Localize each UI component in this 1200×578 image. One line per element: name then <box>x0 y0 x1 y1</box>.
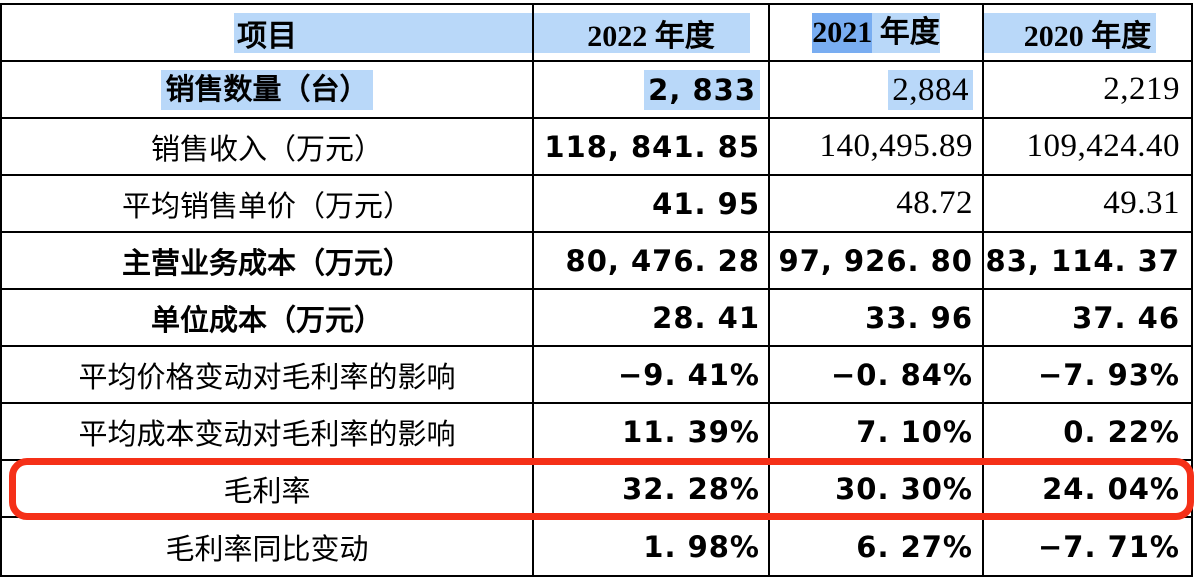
header-2021-suffix: 年度 <box>872 12 940 53</box>
row-label-cell-gross-margin: 毛利率 <box>2 461 534 518</box>
header-item-cell: 项目 <box>2 5 534 62</box>
row-label-cell: 销售数量（台） <box>2 62 534 119</box>
cell-value: 48.72 <box>896 185 973 221</box>
row-label: 平均价格变动对毛利率的影响 <box>78 361 456 394</box>
row-label-cell: 平均成本变动对毛利率的影响 <box>2 404 534 461</box>
row-label: 平均成本变动对毛利率的影响 <box>78 418 456 451</box>
cell-value: 24. 04% <box>1042 471 1180 506</box>
header-2022-label: 2022 年度 <box>587 19 715 53</box>
cell-value: 6. 27% <box>856 529 973 564</box>
cell-value: 1. 98% <box>643 529 760 564</box>
header-2021-cell: 2021 年度 <box>770 5 984 62</box>
table-cell: −9. 41% <box>534 347 770 404</box>
row-label: 毛利率 <box>223 475 311 508</box>
header-2022-cell: 2022 年度 <box>534 5 770 62</box>
financial-table: 项目 2022 年度 2021 年度 2020 年度 销售数量（台） 2, 83… <box>0 3 1193 577</box>
row-label-cell: 毛利率同比变动 <box>2 518 534 575</box>
row-label-cell: 平均价格变动对毛利率的影响 <box>2 347 534 404</box>
cell-value: 28. 41 <box>652 300 760 335</box>
table-cell: −7. 71% <box>984 518 1191 575</box>
row-label-cell: 销售收入（万元） <box>2 119 534 176</box>
selection-highlight: 2,884 <box>888 69 973 110</box>
cell-value: 80, 476. 28 <box>565 243 760 278</box>
table-cell: 83, 114. 37 <box>984 233 1191 290</box>
table-cell: 6. 27% <box>770 518 984 575</box>
cell-value: −7. 71% <box>1037 529 1180 564</box>
cell-value: 49.31 <box>1103 185 1180 221</box>
table-cell: 30. 30% <box>770 461 984 518</box>
cell-value: 109,424.40 <box>1026 128 1180 164</box>
table-cell: 49.31 <box>984 176 1191 233</box>
cell-value: −0. 84% <box>830 357 973 392</box>
table-cell: −7. 93% <box>984 347 1191 404</box>
row-label: 平均销售单价（万元） <box>121 190 412 223</box>
cell-value: 7. 10% <box>856 414 973 449</box>
table-cell: 2,219 <box>984 62 1191 119</box>
table-cell: −0. 84% <box>770 347 984 404</box>
table-cell: 33. 96 <box>770 290 984 347</box>
cell-value: 33. 96 <box>865 300 973 335</box>
cell-value: 140,495.89 <box>819 128 973 164</box>
table-cell: 11. 39% <box>534 404 770 461</box>
cell-value: 97, 926. 80 <box>778 243 973 278</box>
row-label: 单位成本（万元） <box>150 304 383 337</box>
selection-highlight <box>234 12 532 53</box>
table-cell: 97, 926. 80 <box>770 233 984 290</box>
cell-value: 118, 841. 85 <box>544 129 760 164</box>
row-label-cell: 平均销售单价（万元） <box>2 176 534 233</box>
cell-value: 11. 39% <box>622 414 760 449</box>
table-cell: 2, 833 <box>534 62 770 119</box>
selection-highlight <box>984 12 1156 53</box>
row-label: 主营业务成本（万元） <box>121 247 412 280</box>
table-cell: 80, 476. 28 <box>534 233 770 290</box>
header-2021-year: 2021 <box>812 12 873 53</box>
cell-value: 83, 114. 37 <box>985 243 1180 278</box>
cell-value: 37. 46 <box>1072 300 1180 335</box>
row-label-cell: 主营业务成本（万元） <box>2 233 534 290</box>
cell-value: 30. 30% <box>835 471 973 506</box>
row-label: 毛利率同比变动 <box>165 533 369 566</box>
table-cell: 1. 98% <box>534 518 770 575</box>
cell-value: 0. 22% <box>1063 414 1180 449</box>
cell-value: −9. 41% <box>617 357 760 392</box>
header-2020-label: 2020 年度 <box>1023 19 1152 53</box>
selection-highlight <box>534 12 750 53</box>
table-cell: 24. 04% <box>984 461 1191 518</box>
table-cell: 48.72 <box>770 176 984 233</box>
table-cell: 28. 41 <box>534 290 770 347</box>
cell-value: −7. 93% <box>1037 357 1180 392</box>
row-label: 销售收入（万元） <box>150 133 383 166</box>
header-2020-cell: 2020 年度 <box>984 5 1191 62</box>
cell-value: 32. 28% <box>622 471 760 506</box>
selection-highlight: 销售数量（台） <box>161 69 373 110</box>
cell-value: 41. 95 <box>652 186 760 221</box>
selection-highlight: 2, 833 <box>644 69 760 110</box>
table-cell: 140,495.89 <box>770 119 984 176</box>
table-cell: 118, 841. 85 <box>534 119 770 176</box>
header-item-label: 项目 <box>237 19 297 53</box>
table-cell: 0. 22% <box>984 404 1191 461</box>
table-cell: 41. 95 <box>534 176 770 233</box>
table-cell: 109,424.40 <box>984 119 1191 176</box>
table-cell: 32. 28% <box>534 461 770 518</box>
table-cell: 37. 46 <box>984 290 1191 347</box>
cell-value: 2,219 <box>1103 71 1180 107</box>
row-label-cell: 单位成本（万元） <box>2 290 534 347</box>
table-cell: 2,884 <box>770 62 984 119</box>
table-cell: 7. 10% <box>770 404 984 461</box>
